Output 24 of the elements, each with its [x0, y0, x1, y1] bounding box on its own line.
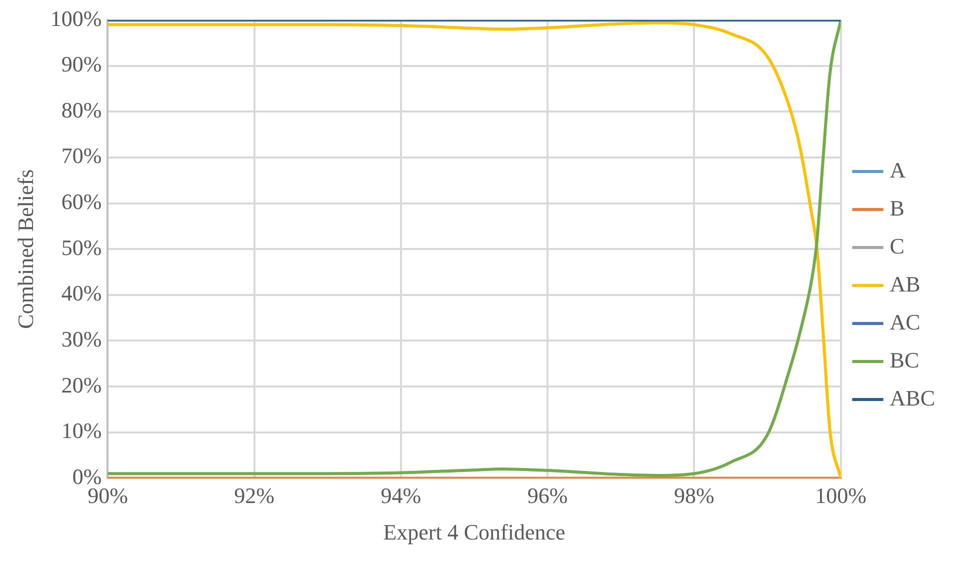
y-tick-label: 20% [61, 372, 102, 398]
y-tick-label: 60% [61, 189, 102, 214]
x-tick-label: 98% [674, 483, 714, 508]
y-tick-label: 50% [61, 234, 102, 260]
legend-label: AB [890, 271, 920, 296]
y-tick-label: 90% [61, 52, 102, 77]
legend-label: BC [890, 347, 920, 372]
legend-label: B [890, 195, 904, 220]
legend-label: AC [890, 309, 920, 334]
legend-label: ABC [890, 385, 936, 410]
x-tick-label: 96% [527, 483, 568, 508]
legend-label: C [890, 233, 904, 258]
y-axis-title: Combined Beliefs [12, 169, 38, 329]
x-tick-label: 100% [815, 483, 866, 508]
y-tick-label: 10% [61, 418, 102, 444]
y-tick-label: 30% [61, 326, 102, 352]
y-tick-label: 80% [61, 97, 102, 122]
x-axis-title: Expert 4 Confidence [383, 520, 566, 545]
y-tick-label: 100% [50, 6, 102, 31]
x-tick-label: 94% [380, 483, 422, 508]
y-tick-label: 70% [61, 143, 102, 168]
y-tick-label: 40% [61, 280, 102, 306]
legend-label: A [890, 157, 906, 182]
x-tick-label: 92% [234, 483, 274, 508]
